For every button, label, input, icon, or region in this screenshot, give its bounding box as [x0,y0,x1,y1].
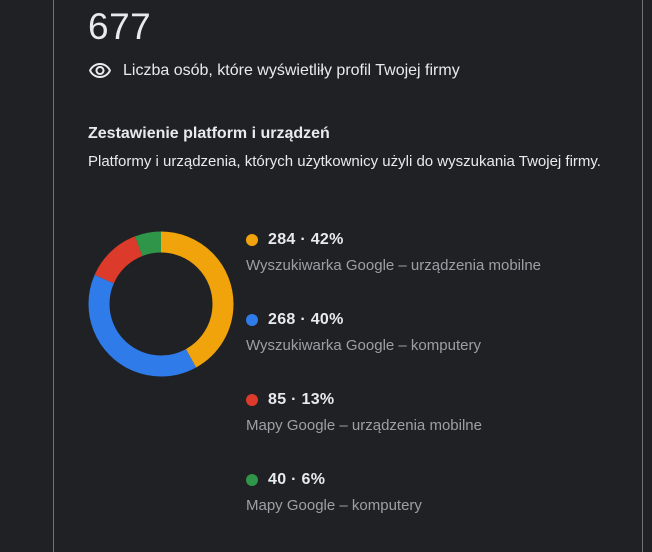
legend-color-dot [246,234,258,246]
legend-value: 284 · 42% [268,231,344,248]
legend-color-dot [246,474,258,486]
legend-item: 268 · 40% Wyszukiwarka Google – komputery [246,310,541,390]
donut-segment[interactable] [88,231,234,377]
legend-value: 40 · 6% [268,471,326,488]
legend-item: 40 · 6% Mapy Google – komputery [246,470,541,550]
performance-panel: 677 Liczba osób, które wyświetliły profi… [88,0,642,552]
profile-views-caption: Liczba osób, które wyświetliły profil Tw… [88,59,460,83]
chart-legend: 284 · 42% Wyszukiwarka Google – urządzeni… [246,230,541,550]
legend-item-header: 85 · 13% [246,390,541,410]
legend-color-dot [246,314,258,326]
section-description: Platformy i urządzenia, których użytkown… [88,153,601,170]
legend-item: 85 · 13% Mapy Google – urządzenia mobilne [246,390,541,470]
donut-chart[interactable] [88,231,234,377]
legend-label: Mapy Google – komputery [246,497,422,514]
profile-views-label: Liczba osób, które wyświetliły profil Tw… [123,62,460,79]
legend-item: 284 · 42% Wyszukiwarka Google – urządzeni… [246,230,541,310]
legend-label: Wyszukiwarka Google – komputery [246,337,481,354]
legend-label: Wyszukiwarka Google – urządzenia mobilne [246,257,542,274]
profile-views-count: 677 [88,6,152,47]
donut-segment[interactable] [88,231,234,377]
eye-icon [88,59,112,83]
legend-item-header: 284 · 42% [246,230,541,250]
legend-value: 268 · 40% [268,311,344,328]
right-divider [642,0,643,552]
legend-item-header: 40 · 6% [246,470,541,490]
legend-label: Mapy Google – urządzenia mobilne [246,417,482,434]
legend-item-header: 268 · 40% [246,310,541,330]
legend-value: 85 · 13% [268,391,335,408]
section-title: Zestawienie platform i urządzeń [88,125,330,142]
left-divider [53,0,54,552]
legend-color-dot [246,394,258,406]
